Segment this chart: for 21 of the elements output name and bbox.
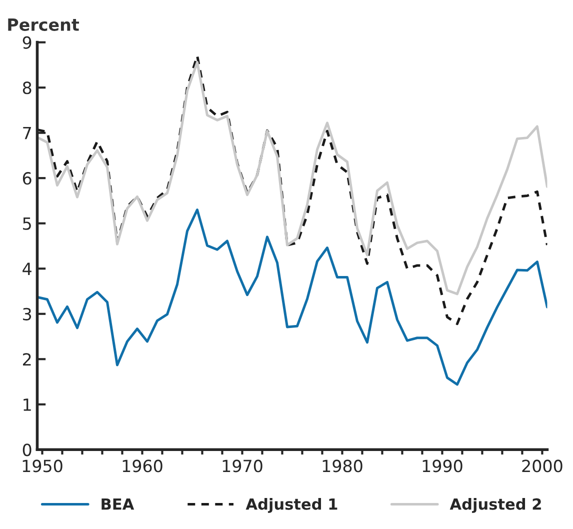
x-tick-label: 1950 <box>22 460 62 472</box>
y-tick-label: 8 <box>22 82 32 94</box>
y-tick-label: 9 <box>22 36 32 49</box>
y-tick-label: 4 <box>22 262 32 275</box>
y-tick-label: 0 <box>22 444 32 456</box>
x-tick-label: 2000 <box>522 460 562 472</box>
x-tick-label: 1980 <box>322 460 362 472</box>
y-tick-label: 1 <box>24 398 31 411</box>
line-series <box>37 208 548 386</box>
y-axis-title: Percent <box>8 18 80 31</box>
x-tick-label: 1970 <box>222 460 262 472</box>
y-tick-label: 5 <box>23 218 31 230</box>
y-tick-label: 3 <box>23 308 32 320</box>
x-tick-label: 1990 <box>422 460 462 472</box>
legend-label: Adjusted 1 <box>246 498 338 513</box>
legend-label: BEA <box>102 498 134 510</box>
y-tick-label: 2 <box>23 353 31 366</box>
legend-label: Adjusted 2 <box>450 498 541 513</box>
y-tick-label: 6 <box>22 172 32 185</box>
x-tick-label: 1960 <box>122 460 162 472</box>
y-tick-label: 7 <box>23 127 31 140</box>
